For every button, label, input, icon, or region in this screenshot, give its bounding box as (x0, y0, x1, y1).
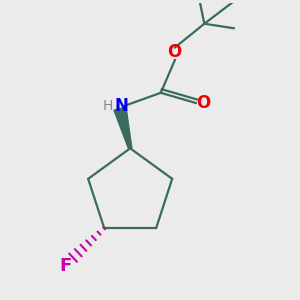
Polygon shape (114, 107, 132, 149)
Text: F: F (59, 256, 71, 274)
Text: N: N (115, 98, 129, 116)
Text: O: O (196, 94, 210, 112)
Text: O: O (167, 43, 182, 61)
Text: H: H (102, 99, 113, 113)
